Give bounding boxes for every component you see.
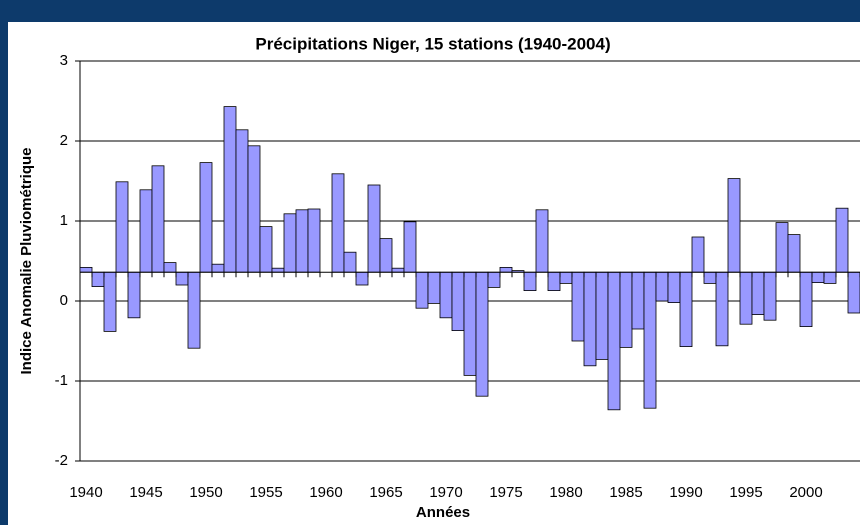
x-tick-label: 1940	[69, 484, 102, 501]
bar	[463, 271, 477, 376]
bar	[391, 267, 405, 273]
bar	[115, 181, 129, 273]
y-tick-label: 3	[60, 52, 68, 69]
bar	[679, 271, 693, 348]
y-axis-title: Indice Anomalie Pluviométrique	[18, 148, 35, 375]
chart-title: Précipitations Niger, 15 stations (1940-…	[255, 34, 610, 53]
bar	[175, 271, 189, 286]
bar	[619, 271, 633, 348]
y-tick-label: -2	[55, 452, 68, 469]
bar	[631, 271, 645, 330]
bar	[451, 271, 465, 332]
bar	[235, 129, 249, 273]
bar	[775, 222, 789, 273]
bar	[691, 236, 705, 273]
x-tick-label: 1965	[369, 484, 402, 501]
bar	[91, 271, 105, 288]
bar	[163, 262, 177, 273]
bar	[307, 208, 321, 273]
bar	[415, 271, 429, 309]
bar	[247, 145, 261, 273]
bar	[487, 271, 501, 288]
bar	[655, 271, 669, 302]
bar	[607, 271, 621, 411]
bar	[499, 266, 513, 273]
bar	[379, 238, 393, 273]
bar	[559, 271, 573, 284]
bar	[139, 189, 153, 273]
bar	[427, 271, 441, 304]
bar	[571, 271, 585, 342]
bar	[187, 271, 201, 349]
x-tick-label: 1950	[189, 484, 222, 501]
bar	[475, 271, 489, 397]
bar	[703, 271, 717, 284]
bar	[823, 271, 837, 284]
x-axis-title: Années	[416, 504, 470, 521]
bar	[271, 267, 285, 273]
bar	[751, 271, 765, 316]
bar	[403, 221, 417, 273]
bar	[835, 207, 849, 273]
bar	[439, 271, 453, 319]
x-tick-label: 1960	[309, 484, 342, 501]
bar	[199, 162, 213, 273]
bar	[715, 271, 729, 347]
bar	[643, 271, 657, 409]
bar	[847, 271, 860, 314]
bar	[667, 271, 681, 304]
x-tick-label: 1980	[549, 484, 582, 501]
y-tick-label: 2	[60, 132, 68, 149]
bar	[727, 178, 741, 273]
bar	[523, 271, 537, 292]
y-tick-label: -1	[55, 372, 68, 389]
x-tick-label: 1985	[609, 484, 642, 501]
bar	[103, 271, 117, 332]
bar	[331, 173, 345, 273]
x-tick-label: 2000	[789, 484, 822, 501]
x-tick-label: 1970	[429, 484, 462, 501]
y-tick-label: 1	[60, 212, 68, 229]
bar	[535, 209, 549, 273]
bar	[367, 184, 381, 273]
bar	[151, 165, 165, 273]
bar	[295, 209, 309, 273]
bar	[595, 271, 609, 360]
bar	[79, 266, 93, 273]
bar	[211, 263, 225, 273]
x-tick-label: 1995	[729, 484, 762, 501]
y-tick-label: 0	[60, 292, 68, 309]
x-tick-label: 1990	[669, 484, 702, 501]
bar	[763, 271, 777, 321]
x-tick-label: 1945	[129, 484, 162, 501]
bar	[799, 271, 813, 328]
x-tick-label: 1955	[249, 484, 282, 501]
bar	[223, 106, 237, 273]
bar	[343, 251, 357, 273]
bar	[811, 271, 825, 284]
x-tick-label: 1975	[489, 484, 522, 501]
bar	[355, 271, 369, 286]
bar	[547, 271, 561, 292]
bar	[583, 271, 597, 367]
bar	[283, 213, 297, 273]
bar	[259, 226, 273, 273]
bar	[127, 271, 141, 319]
bar	[739, 271, 753, 325]
bar	[787, 234, 801, 273]
